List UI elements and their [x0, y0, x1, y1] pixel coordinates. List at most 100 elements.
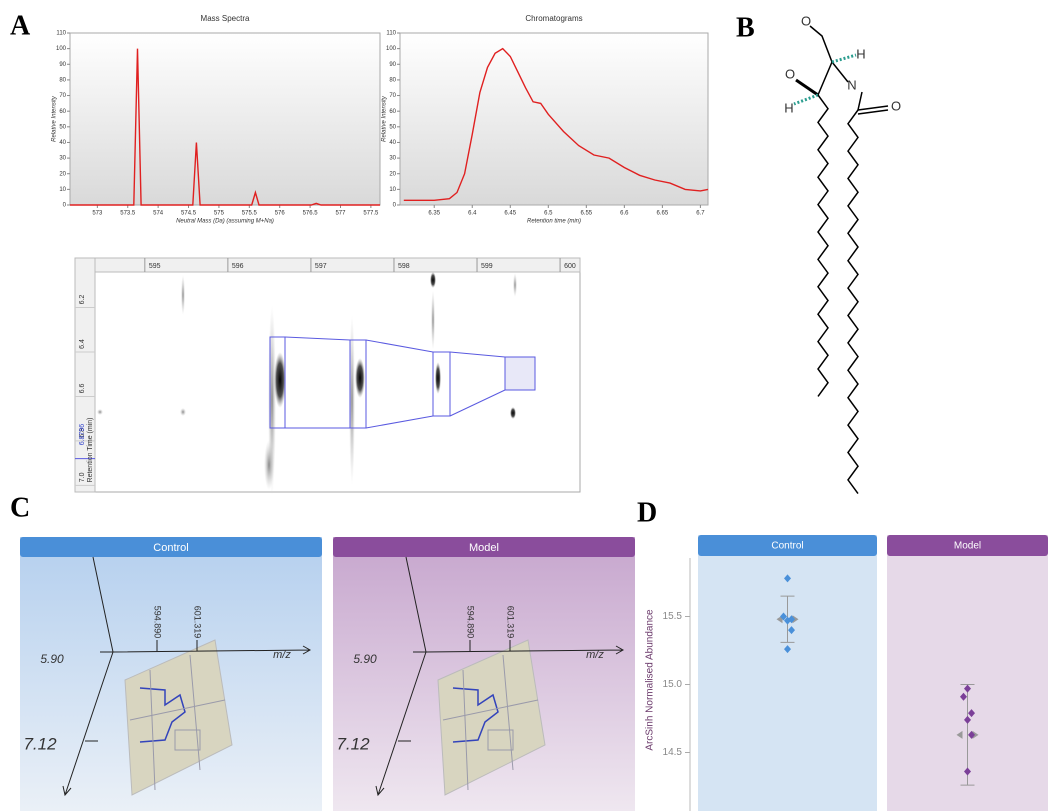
y-tick-label: 20 — [389, 171, 396, 177]
panel-label: D — [637, 497, 657, 528]
panel-label: C — [10, 492, 30, 523]
y-tick-label: 100 — [56, 46, 67, 52]
view-title: Control — [153, 542, 188, 554]
group-header — [887, 535, 1048, 556]
data-line — [403, 47, 709, 201]
y-tick-label: 30 — [59, 156, 66, 162]
view-header — [20, 537, 322, 557]
data-point — [968, 730, 975, 739]
x-tick-label: 597 — [315, 263, 327, 270]
y-tick-label: 90 — [389, 62, 396, 68]
atom-label: H — [856, 46, 865, 61]
atom-label: H — [784, 100, 793, 115]
y-tick-label: 40 — [59, 140, 66, 146]
x-tick-label: 574.5 — [181, 211, 197, 217]
y-tick-label: 15.0 — [663, 679, 683, 690]
y-tick-label: 10 — [389, 187, 396, 193]
y-tick-label: 90 — [59, 62, 66, 68]
y-tick-label: 80 — [59, 77, 66, 83]
data-point — [788, 626, 795, 635]
y-axis-label: Relative Intensity — [52, 95, 58, 142]
y-tick-label: 7.0 — [79, 472, 86, 482]
x-axis-label: Retention time (min) — [527, 219, 581, 225]
chart-title: Mass Spectra — [201, 14, 250, 23]
x-tick-label: 575.5 — [242, 211, 258, 217]
data-point — [780, 612, 787, 621]
y-tick-label: 14.5 — [663, 747, 683, 758]
atom-label: O — [785, 66, 795, 81]
x-axis-label: Neutral Mass (Da) (assuming M+Na) — [176, 219, 274, 225]
x-tick-label: 576 — [275, 211, 286, 217]
x-tick-label: 6.5 — [544, 211, 553, 217]
x-tick-label: 6.6 — [620, 211, 629, 217]
y-tick-label: 6.2 — [79, 295, 86, 305]
x-tick-label: 600 — [564, 263, 576, 270]
y-tick-label: 100 — [386, 46, 397, 52]
plot-area — [69, 32, 381, 206]
y-tick-label: 60 — [59, 109, 66, 115]
data-point — [964, 767, 971, 776]
y-tick-label: 6.8 — [79, 428, 86, 438]
y-tick-label: 20 — [59, 171, 66, 177]
mz-tick-label: 594.890 — [466, 606, 476, 639]
data-point — [784, 645, 791, 654]
x-tick-label: 576.5 — [303, 211, 319, 217]
surface-grid — [129, 654, 226, 791]
y-tick-label: 15.5 — [663, 611, 683, 622]
x-tick-label: 6.55 — [580, 211, 592, 217]
x-tick-label: 598 — [398, 263, 410, 270]
atom-label: O — [891, 98, 901, 113]
y-axis-label: ArcSinh Normalised Abundance — [645, 609, 656, 751]
rt-label: 7.12 — [336, 734, 370, 753]
x-tick-label: 574 — [153, 211, 164, 217]
y-axis-label: Retention Time (min) — [87, 418, 94, 483]
atom-label: N — [847, 77, 856, 92]
marker-label: 6.8796 — [79, 424, 86, 446]
surface-grid — [442, 654, 539, 791]
x-tick-label: 6.45 — [504, 211, 516, 217]
y-tick-label: 6.6 — [79, 383, 86, 393]
view-title: Model — [469, 542, 499, 554]
mz-tick-label: 601.319 — [506, 606, 516, 639]
y-tick-label: 30 — [389, 156, 396, 162]
y-tick-label: 60 — [389, 109, 396, 115]
x-tick-label: 6.65 — [657, 211, 669, 217]
y-tick-label: 70 — [59, 93, 66, 99]
axis — [62, 556, 312, 797]
y-tick-label: 110 — [386, 31, 396, 37]
y-tick-label: 10 — [59, 187, 66, 193]
mz-tick-label: 594.890 — [153, 606, 163, 639]
data-point — [960, 692, 967, 701]
group-header — [698, 535, 877, 556]
heatmap-image — [74, 257, 581, 495]
x-tick-label: 595 — [149, 263, 161, 270]
mz-tick-label: 601.319 — [193, 606, 203, 639]
data-point — [784, 574, 791, 583]
data-point — [964, 684, 971, 693]
x-tick-label: 575 — [214, 211, 225, 217]
y-tick-label: 110 — [56, 31, 66, 37]
x-tick-label: 577 — [335, 211, 346, 217]
x-tick-label: 6.7 — [696, 211, 705, 217]
y-tick-label: 80 — [389, 77, 396, 83]
rt-label: 7.12 — [23, 734, 57, 753]
data-point — [964, 715, 971, 724]
axis — [375, 556, 625, 797]
x-tick-label: 6.35 — [428, 211, 440, 217]
view-header — [333, 537, 635, 557]
carbon-chain — [847, 109, 859, 495]
x-tick-label: 577.5 — [363, 211, 379, 217]
y-tick-label: 70 — [389, 93, 396, 99]
y-tick-label: 0 — [63, 203, 67, 209]
data-point — [784, 616, 791, 625]
rt-label: 5.90 — [40, 652, 64, 666]
y-axis-label: Relative Intensity — [382, 95, 388, 142]
x-tick-label: 573.5 — [120, 211, 136, 217]
atom-label: O — [801, 13, 811, 28]
x-tick-label: 573 — [92, 211, 103, 217]
y-tick-label: 50 — [59, 124, 66, 130]
rt-label: 5.90 — [353, 652, 377, 666]
y-tick-label: 40 — [389, 140, 396, 146]
y-tick-label: 50 — [389, 124, 396, 130]
